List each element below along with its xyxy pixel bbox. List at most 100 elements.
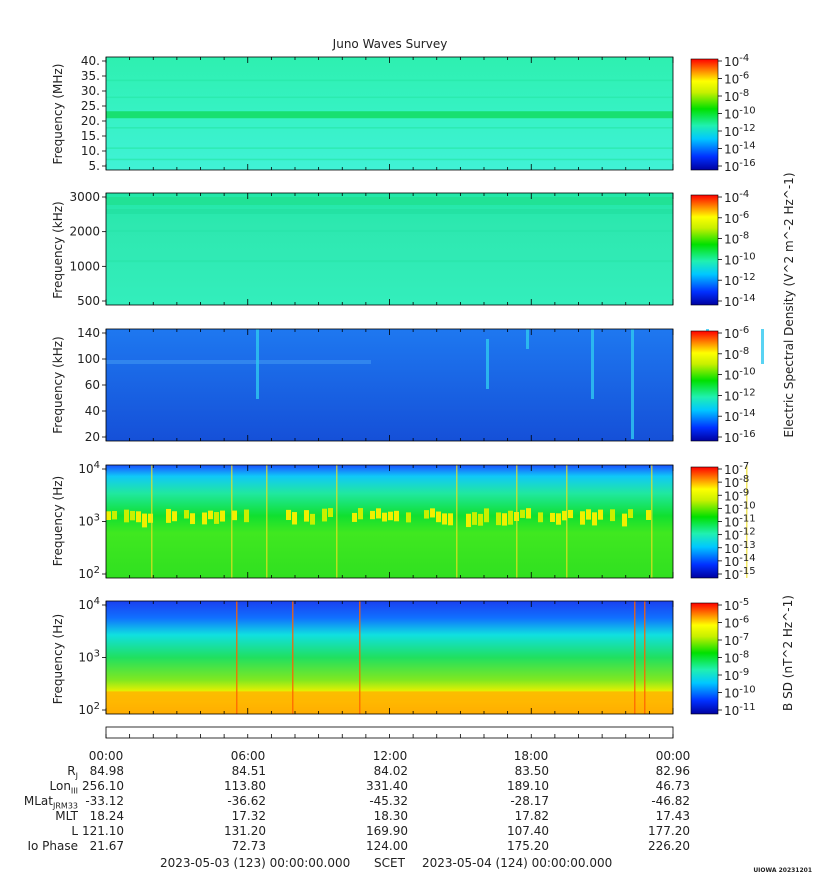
panel1-cbar-label: 10-4 bbox=[724, 53, 749, 69]
ephemeris-value: 84.02 bbox=[373, 764, 408, 778]
panel3-band bbox=[106, 360, 371, 364]
panel4-emission bbox=[202, 512, 207, 525]
panel4-spike bbox=[151, 465, 153, 578]
panel3-burst bbox=[526, 329, 529, 349]
panel1-ytick-label: 40. bbox=[81, 54, 100, 68]
ephemeris-value: 17.43 bbox=[655, 809, 690, 823]
panel3-ylabel: Frequency (kHz) bbox=[51, 336, 65, 434]
panel4-spectrogram bbox=[106, 465, 673, 578]
panel4-emission bbox=[214, 512, 219, 524]
panel3-colorbar bbox=[690, 330, 719, 442]
panel4-ytick-label: 102 bbox=[78, 565, 100, 581]
panel4-emission bbox=[442, 513, 447, 525]
panel3-cbar-label: 10-14 bbox=[724, 408, 756, 424]
panel4-emission bbox=[322, 508, 327, 522]
panel1-cbar-label: 10-14 bbox=[724, 141, 756, 157]
panel5-cbar-label: 10-8 bbox=[724, 650, 749, 666]
panel2-cbar-label: 10-14 bbox=[724, 293, 756, 309]
panel1-ytick-label: 20. bbox=[81, 114, 100, 128]
panel4-emission bbox=[394, 510, 399, 522]
ephemeris-label: L bbox=[71, 824, 78, 838]
panel1-stripe bbox=[106, 147, 673, 149]
ephemeris-value: 121.10 bbox=[82, 824, 124, 838]
panel4-cbar-label: 10-14 bbox=[724, 553, 756, 569]
panel4-ytick-label: 103 bbox=[78, 513, 100, 529]
ephemeris-value: 82.96 bbox=[655, 764, 690, 778]
panel1-stripe bbox=[106, 158, 673, 161]
panel4-emission bbox=[208, 510, 213, 520]
panel3-cbar-label: 10-8 bbox=[724, 346, 749, 362]
panel4-spike bbox=[651, 465, 653, 578]
panel3-ytick-label: 20 bbox=[85, 430, 100, 444]
panel3-burst bbox=[486, 339, 489, 389]
panel1-ytick-label: 5. bbox=[89, 159, 100, 173]
panel1-cbar-label: 10-6 bbox=[724, 71, 749, 87]
panel4-emission bbox=[184, 510, 189, 519]
x-tick-label: 12:00 bbox=[373, 749, 408, 763]
panel5-ytick-label: 104 bbox=[78, 596, 100, 612]
panel4-emission bbox=[142, 513, 147, 528]
panel4-cbar-label: 10-7 bbox=[724, 461, 749, 477]
panel4-emission bbox=[496, 512, 501, 526]
ephemeris-value: 84.98 bbox=[89, 764, 124, 778]
ephemeris-label: RJ bbox=[67, 764, 78, 781]
panel3-cbar-label: 10-16 bbox=[724, 429, 756, 445]
ephemeris-value: 17.82 bbox=[514, 809, 549, 823]
ephemeris-value: 113.80 bbox=[224, 779, 266, 793]
panel2-ytick-label: 3000 bbox=[69, 190, 100, 204]
panel3-cbar-label: 10-12 bbox=[724, 387, 756, 403]
ephemeris-value: 131.20 bbox=[224, 824, 266, 838]
panel4-emission bbox=[466, 513, 471, 528]
ephemeris-value: 18.24 bbox=[89, 809, 124, 823]
panel4-emission bbox=[352, 512, 357, 522]
panel5-spike bbox=[634, 601, 636, 714]
panel5-cbar-label: 10-10 bbox=[724, 685, 756, 701]
panel1-ytick-label: 15. bbox=[81, 129, 100, 143]
panel5-cbar-label: 10-7 bbox=[724, 632, 749, 648]
panel4-emission bbox=[628, 509, 633, 519]
ephemeris-value: 107.40 bbox=[507, 824, 549, 838]
chart-title: Juno Waves Survey bbox=[332, 37, 448, 51]
panel4-emission bbox=[646, 510, 651, 520]
panel4-emission bbox=[304, 510, 309, 522]
panel5-cbar-label: 10-6 bbox=[724, 615, 749, 631]
panel5-spike bbox=[359, 601, 361, 714]
panel4-emission bbox=[328, 508, 333, 518]
panel5-spike bbox=[292, 601, 294, 714]
panel5-ylabel: Frequency (Hz) bbox=[51, 613, 65, 705]
ephemeris-value: 83.50 bbox=[514, 764, 549, 778]
panel2-stripe bbox=[106, 229, 673, 232]
ephemeris-value: 175.20 bbox=[507, 839, 549, 853]
panel4-emission bbox=[406, 512, 411, 523]
panel4-emission bbox=[484, 508, 489, 523]
ephemeris-value: 124.00 bbox=[366, 839, 408, 853]
panel4-spike bbox=[231, 465, 233, 578]
panel3-ytick-label: 140 bbox=[77, 326, 100, 340]
panel4-emission bbox=[562, 510, 567, 521]
panel2-ytick-label: 1000 bbox=[69, 259, 100, 273]
panel4-emission bbox=[520, 509, 525, 518]
panel4-emission bbox=[436, 511, 441, 523]
panel4-spike bbox=[456, 465, 458, 578]
panel4-spike bbox=[566, 465, 568, 578]
ephemeris-value: 17.32 bbox=[231, 809, 266, 823]
panel4-ylabel: Frequency (Hz) bbox=[51, 475, 65, 567]
panel1-stripe bbox=[106, 127, 673, 129]
panel4-emission bbox=[478, 513, 483, 526]
panel4-emission bbox=[148, 513, 153, 523]
panel4-colorbar bbox=[690, 466, 719, 579]
panel4-emission bbox=[232, 510, 237, 521]
panel4-emission bbox=[568, 509, 573, 519]
ephemeris-label: MLatJRM33 bbox=[23, 794, 78, 811]
panel4-emission bbox=[580, 511, 585, 525]
panel4-emission bbox=[310, 513, 315, 525]
institution-stamp: UIOWA 20231201 bbox=[753, 867, 812, 874]
panel4-emission bbox=[556, 513, 561, 525]
ephemeris-value: 331.40 bbox=[366, 779, 408, 793]
panel3-burst bbox=[256, 329, 259, 399]
panel4-emission bbox=[358, 508, 363, 520]
panel4-emission bbox=[190, 513, 195, 525]
panel1-ytick-label: 10. bbox=[81, 144, 100, 158]
ephemeris-value: 177.20 bbox=[648, 824, 690, 838]
